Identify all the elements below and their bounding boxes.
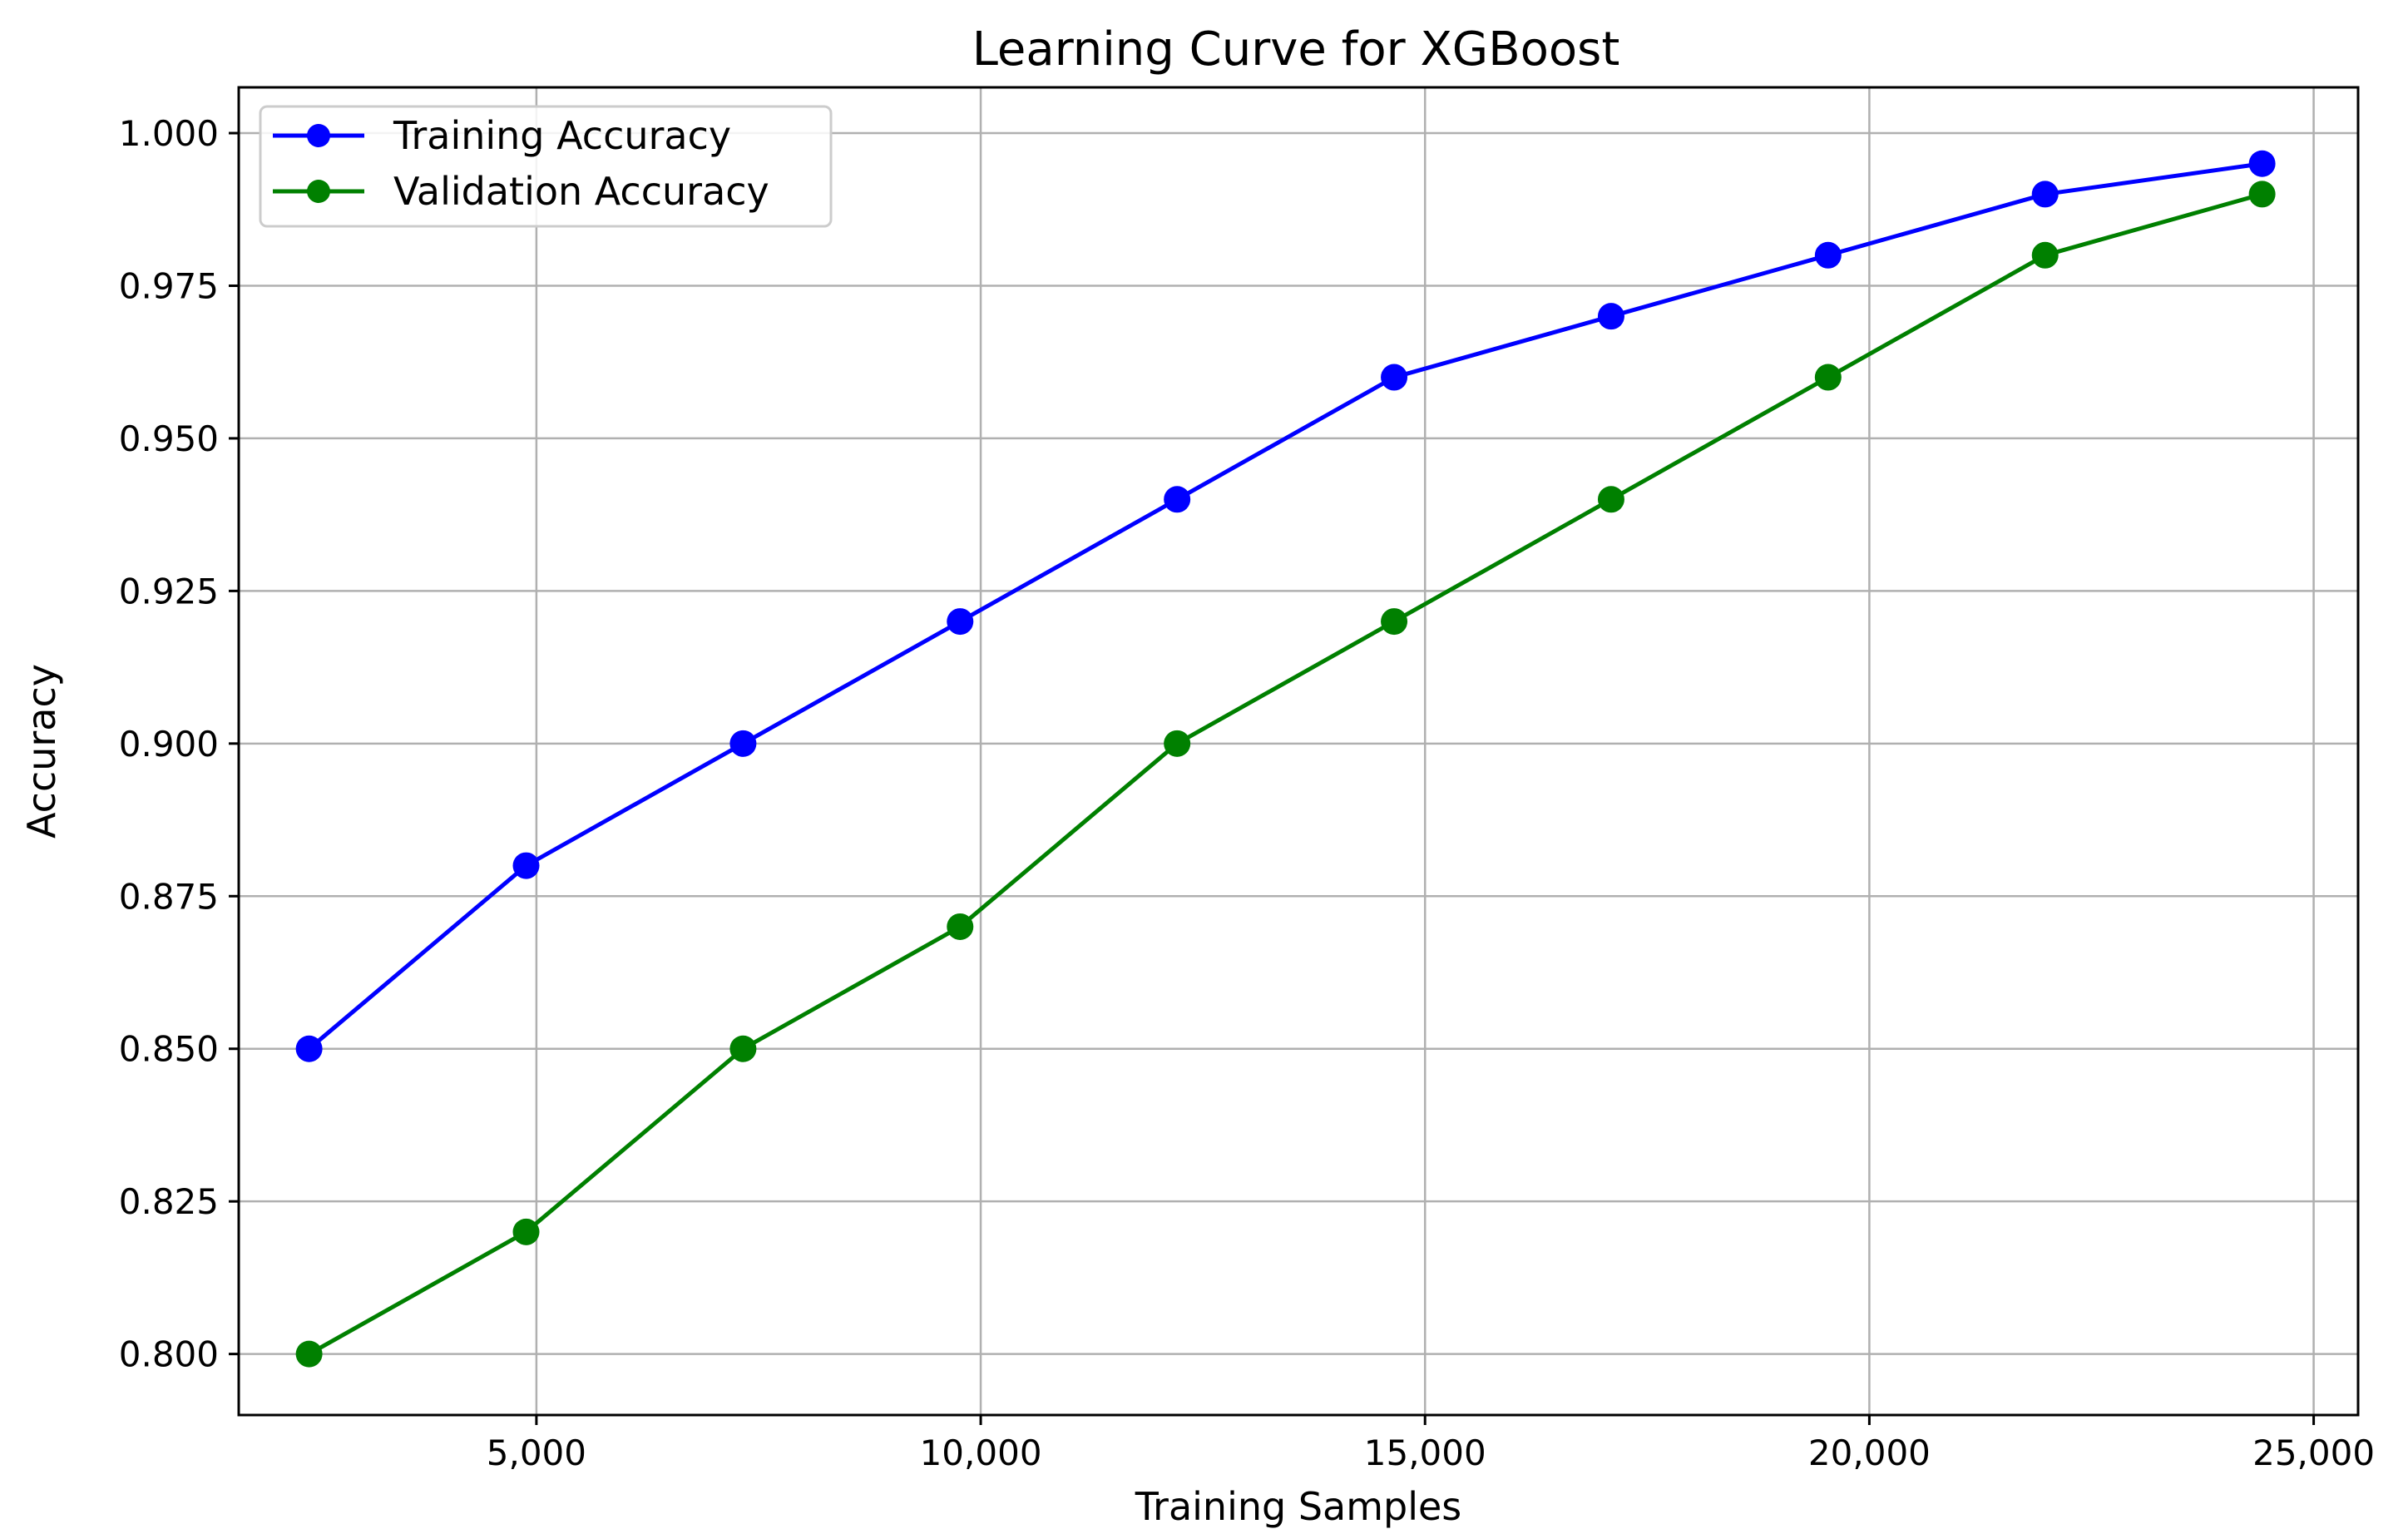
series-training-accuracy — [295, 150, 2276, 1062]
y-axis: 0.800 0.825 0.850 0.875 0.900 0.925 0.950 0.975… — [119, 113, 239, 1375]
data-point-validation-accuracy — [295, 1340, 323, 1368]
chart-title: Learning Curve for XGBoost — [972, 22, 1620, 77]
data-point-validation-accuracy — [1381, 608, 1408, 636]
data-point-training-accuracy — [1597, 303, 1624, 330]
legend-label-validation: Validation Accuracy — [393, 169, 769, 214]
x-tick-label: 25,000 — [2252, 1433, 2375, 1473]
y-tick-label: 0.925 — [119, 571, 219, 611]
data-point-validation-accuracy — [2248, 181, 2276, 208]
x-tick-label: 10,000 — [920, 1433, 1042, 1473]
data-point-training-accuracy — [1164, 486, 1191, 513]
y-tick-label: 0.975 — [119, 265, 219, 306]
y-tick-label: 0.825 — [119, 1181, 219, 1222]
data-point-training-accuracy — [512, 852, 540, 879]
y-tick-label: 0.950 — [119, 418, 219, 459]
y-tick-label: 0.850 — [119, 1029, 219, 1070]
plot-frame — [237, 86, 2360, 1417]
data-point-training-accuracy — [1814, 241, 1842, 269]
series-line-validation-accuracy — [307, 191, 2265, 1357]
data-point-training-accuracy — [2248, 150, 2276, 177]
data-point-validation-accuracy — [512, 1218, 540, 1245]
data-point-training-accuracy — [295, 1035, 323, 1062]
series-line-training-accuracy — [307, 161, 2265, 1052]
data-point-validation-accuracy — [1164, 730, 1191, 757]
x-axis-label: Training Samples — [1135, 1484, 1462, 1529]
data-point-validation-accuracy — [947, 913, 974, 940]
data-point-validation-accuracy — [1597, 486, 1624, 513]
data-point-validation-accuracy — [1814, 364, 1842, 391]
y-tick-label: 1.000 — [119, 113, 219, 154]
y-tick-label: 0.900 — [119, 724, 219, 765]
data-point-training-accuracy — [729, 730, 757, 757]
legend-box — [259, 105, 833, 228]
data-point-training-accuracy — [2031, 181, 2059, 208]
x-tick-label: 15,000 — [1364, 1433, 1486, 1473]
series-validation-accuracy — [295, 181, 2276, 1368]
y-axis-label: Accuracy — [19, 664, 64, 839]
y-tick-label: 0.800 — [119, 1334, 219, 1375]
legend-label-training: Training Accuracy — [393, 113, 731, 158]
legend-marker-training — [307, 124, 330, 147]
data-point-validation-accuracy — [2031, 241, 2059, 269]
legend-marker-validation — [307, 180, 330, 203]
data-point-training-accuracy — [1381, 364, 1408, 391]
x-tick-label: 5,000 — [487, 1433, 586, 1473]
data-point-training-accuracy — [947, 608, 974, 636]
grid — [239, 87, 2358, 1415]
x-axis: 5,000 10,000 15,000 20,000 25,000 — [487, 1415, 2375, 1473]
data-point-validation-accuracy — [729, 1035, 757, 1062]
series-layer — [295, 150, 2276, 1368]
x-tick-label: 20,000 — [1808, 1433, 1931, 1473]
y-tick-label: 0.875 — [119, 876, 219, 917]
legend: Training Accuracy Validation Accuracy — [259, 105, 833, 228]
